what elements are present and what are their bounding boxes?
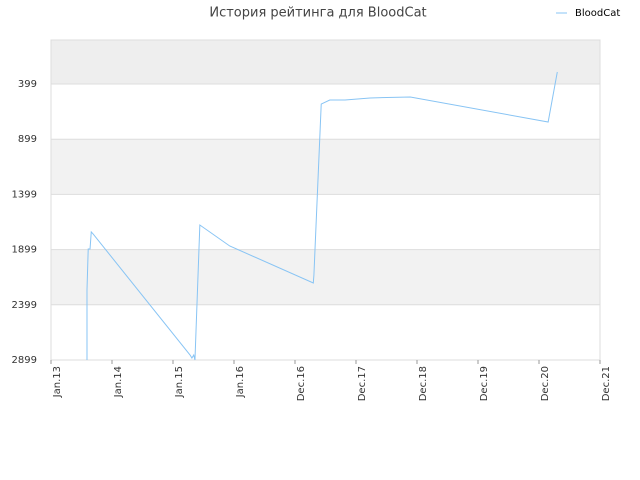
x-tick-label: Jan.13 [52,366,63,398]
y-tick-label: 2399 [12,300,37,311]
y-tick-label: 899 [18,134,37,145]
y-tick-label: 1899 [12,245,37,256]
band [51,84,600,140]
x-tick-label: Dec.21 [601,366,612,401]
y-tick-label: 1399 [12,189,37,200]
x-tick-label: Dec.19 [479,366,490,401]
y-tick-label: 2899 [12,355,37,366]
x-tick-label: Jan.14 [113,366,124,398]
x-tick-label: Jan.16 [235,366,246,398]
x-tick-label: Dec.18 [418,366,429,401]
plot-frame [50,39,601,361]
line [86,71,558,361]
chart-title: История рейтинга для BloodCat [209,6,426,21]
band [51,249,600,305]
x-tick-label: Dec.20 [540,366,551,401]
band [51,40,600,85]
x-tick-label: Dec.17 [357,366,368,401]
band [51,304,600,360]
y-tick-label: 399 [18,79,37,90]
band [51,194,600,250]
legend-label: BloodCat [575,8,620,19]
band [51,139,600,195]
x-tick-label: Dec.16 [296,366,307,401]
x-tick-label: Jan.15 [174,366,185,398]
